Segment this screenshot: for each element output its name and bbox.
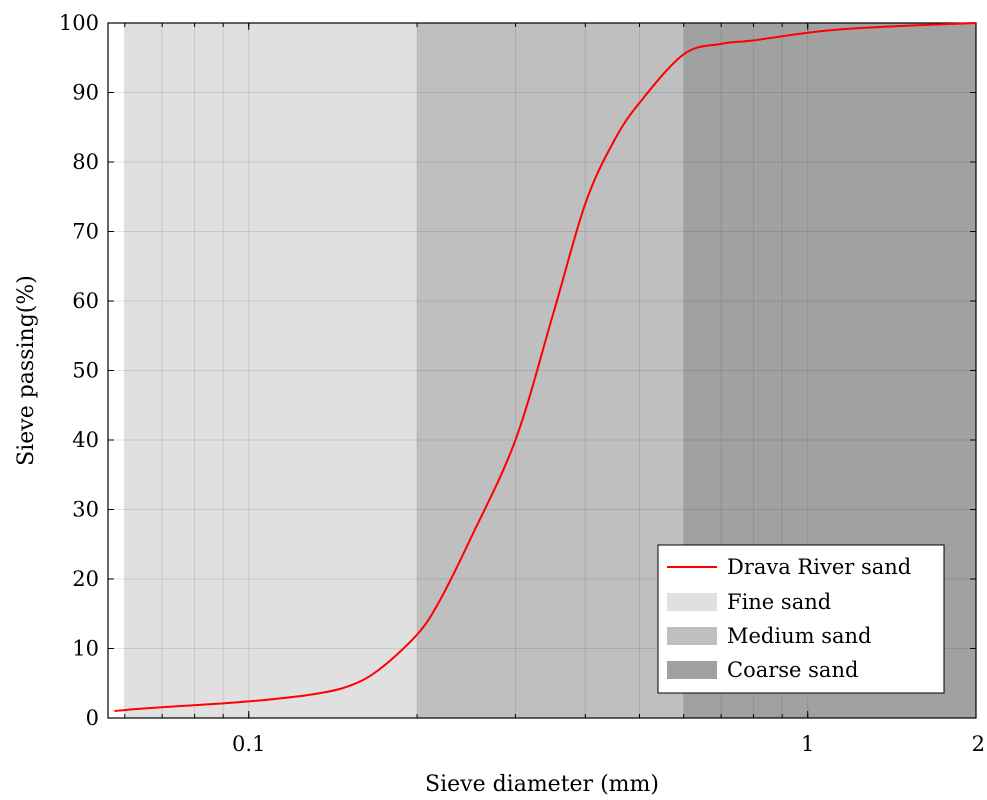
- y-tick-label: 10: [72, 637, 99, 661]
- y-tick-label: 80: [72, 150, 99, 174]
- tick-layer: 0 10 20 30 40 50 60 70 80 90 100 0.1 1 2: [59, 11, 985, 756]
- grid-layer: [108, 22, 977, 719]
- x-tick-label: 0.1: [232, 732, 265, 756]
- legend-label-fine-sand: Fine sand: [727, 590, 831, 614]
- y-tick-label: 30: [72, 498, 99, 522]
- legend: Drava River sand Fine sand Medium sand C…: [657, 544, 945, 694]
- legend-swatch-fine-sand: [667, 593, 717, 611]
- legend-swatch-medium-sand: [667, 627, 717, 645]
- x-tick-label: 1: [801, 732, 814, 756]
- legend-label-medium-sand: Medium sand: [727, 624, 871, 648]
- legend-swatch-coarse-sand: [667, 661, 717, 679]
- legend-label-coarse-sand: Coarse sand: [727, 658, 858, 682]
- y-axis-title: Sieve passing(%): [14, 275, 39, 466]
- band-medium-sand: [417, 23, 684, 718]
- x-tick-label: 2: [972, 732, 985, 756]
- x-axis-title: Sieve diameter (mm): [425, 772, 659, 797]
- y-tick-label: 60: [72, 289, 99, 313]
- y-tick-label: 20: [72, 567, 99, 591]
- series-layer: [114, 22, 977, 713]
- y-tick-label: 100: [59, 11, 99, 35]
- legend-label-drava-river-sand: Drava River sand: [727, 555, 911, 579]
- band-fine-sand: [124, 23, 418, 718]
- y-tick-label: 90: [72, 81, 99, 105]
- series-line-drava-river-sand: [114, 22, 977, 713]
- y-tick-label: 40: [72, 428, 99, 452]
- y-tick-label: 70: [72, 220, 99, 244]
- y-tick-label: 50: [72, 359, 99, 383]
- y-tick-label: 0: [86, 706, 99, 730]
